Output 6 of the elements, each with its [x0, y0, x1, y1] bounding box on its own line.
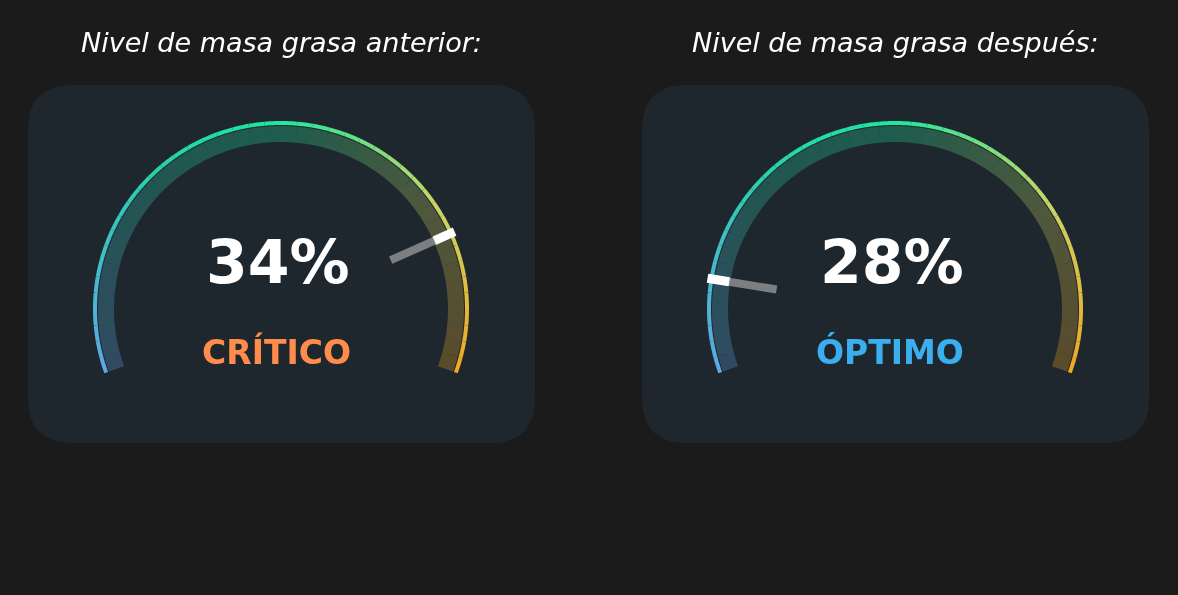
text: Nivel de masa grasa anterior: [81, 27, 482, 58]
text: Nivel de masa grasa después: [692, 27, 1099, 58]
text: CRÍTICO [202, 332, 351, 372]
text: ÓPTIMO [816, 332, 964, 372]
data-label: 28% [820, 227, 964, 297]
data-label: 34% [206, 227, 350, 297]
